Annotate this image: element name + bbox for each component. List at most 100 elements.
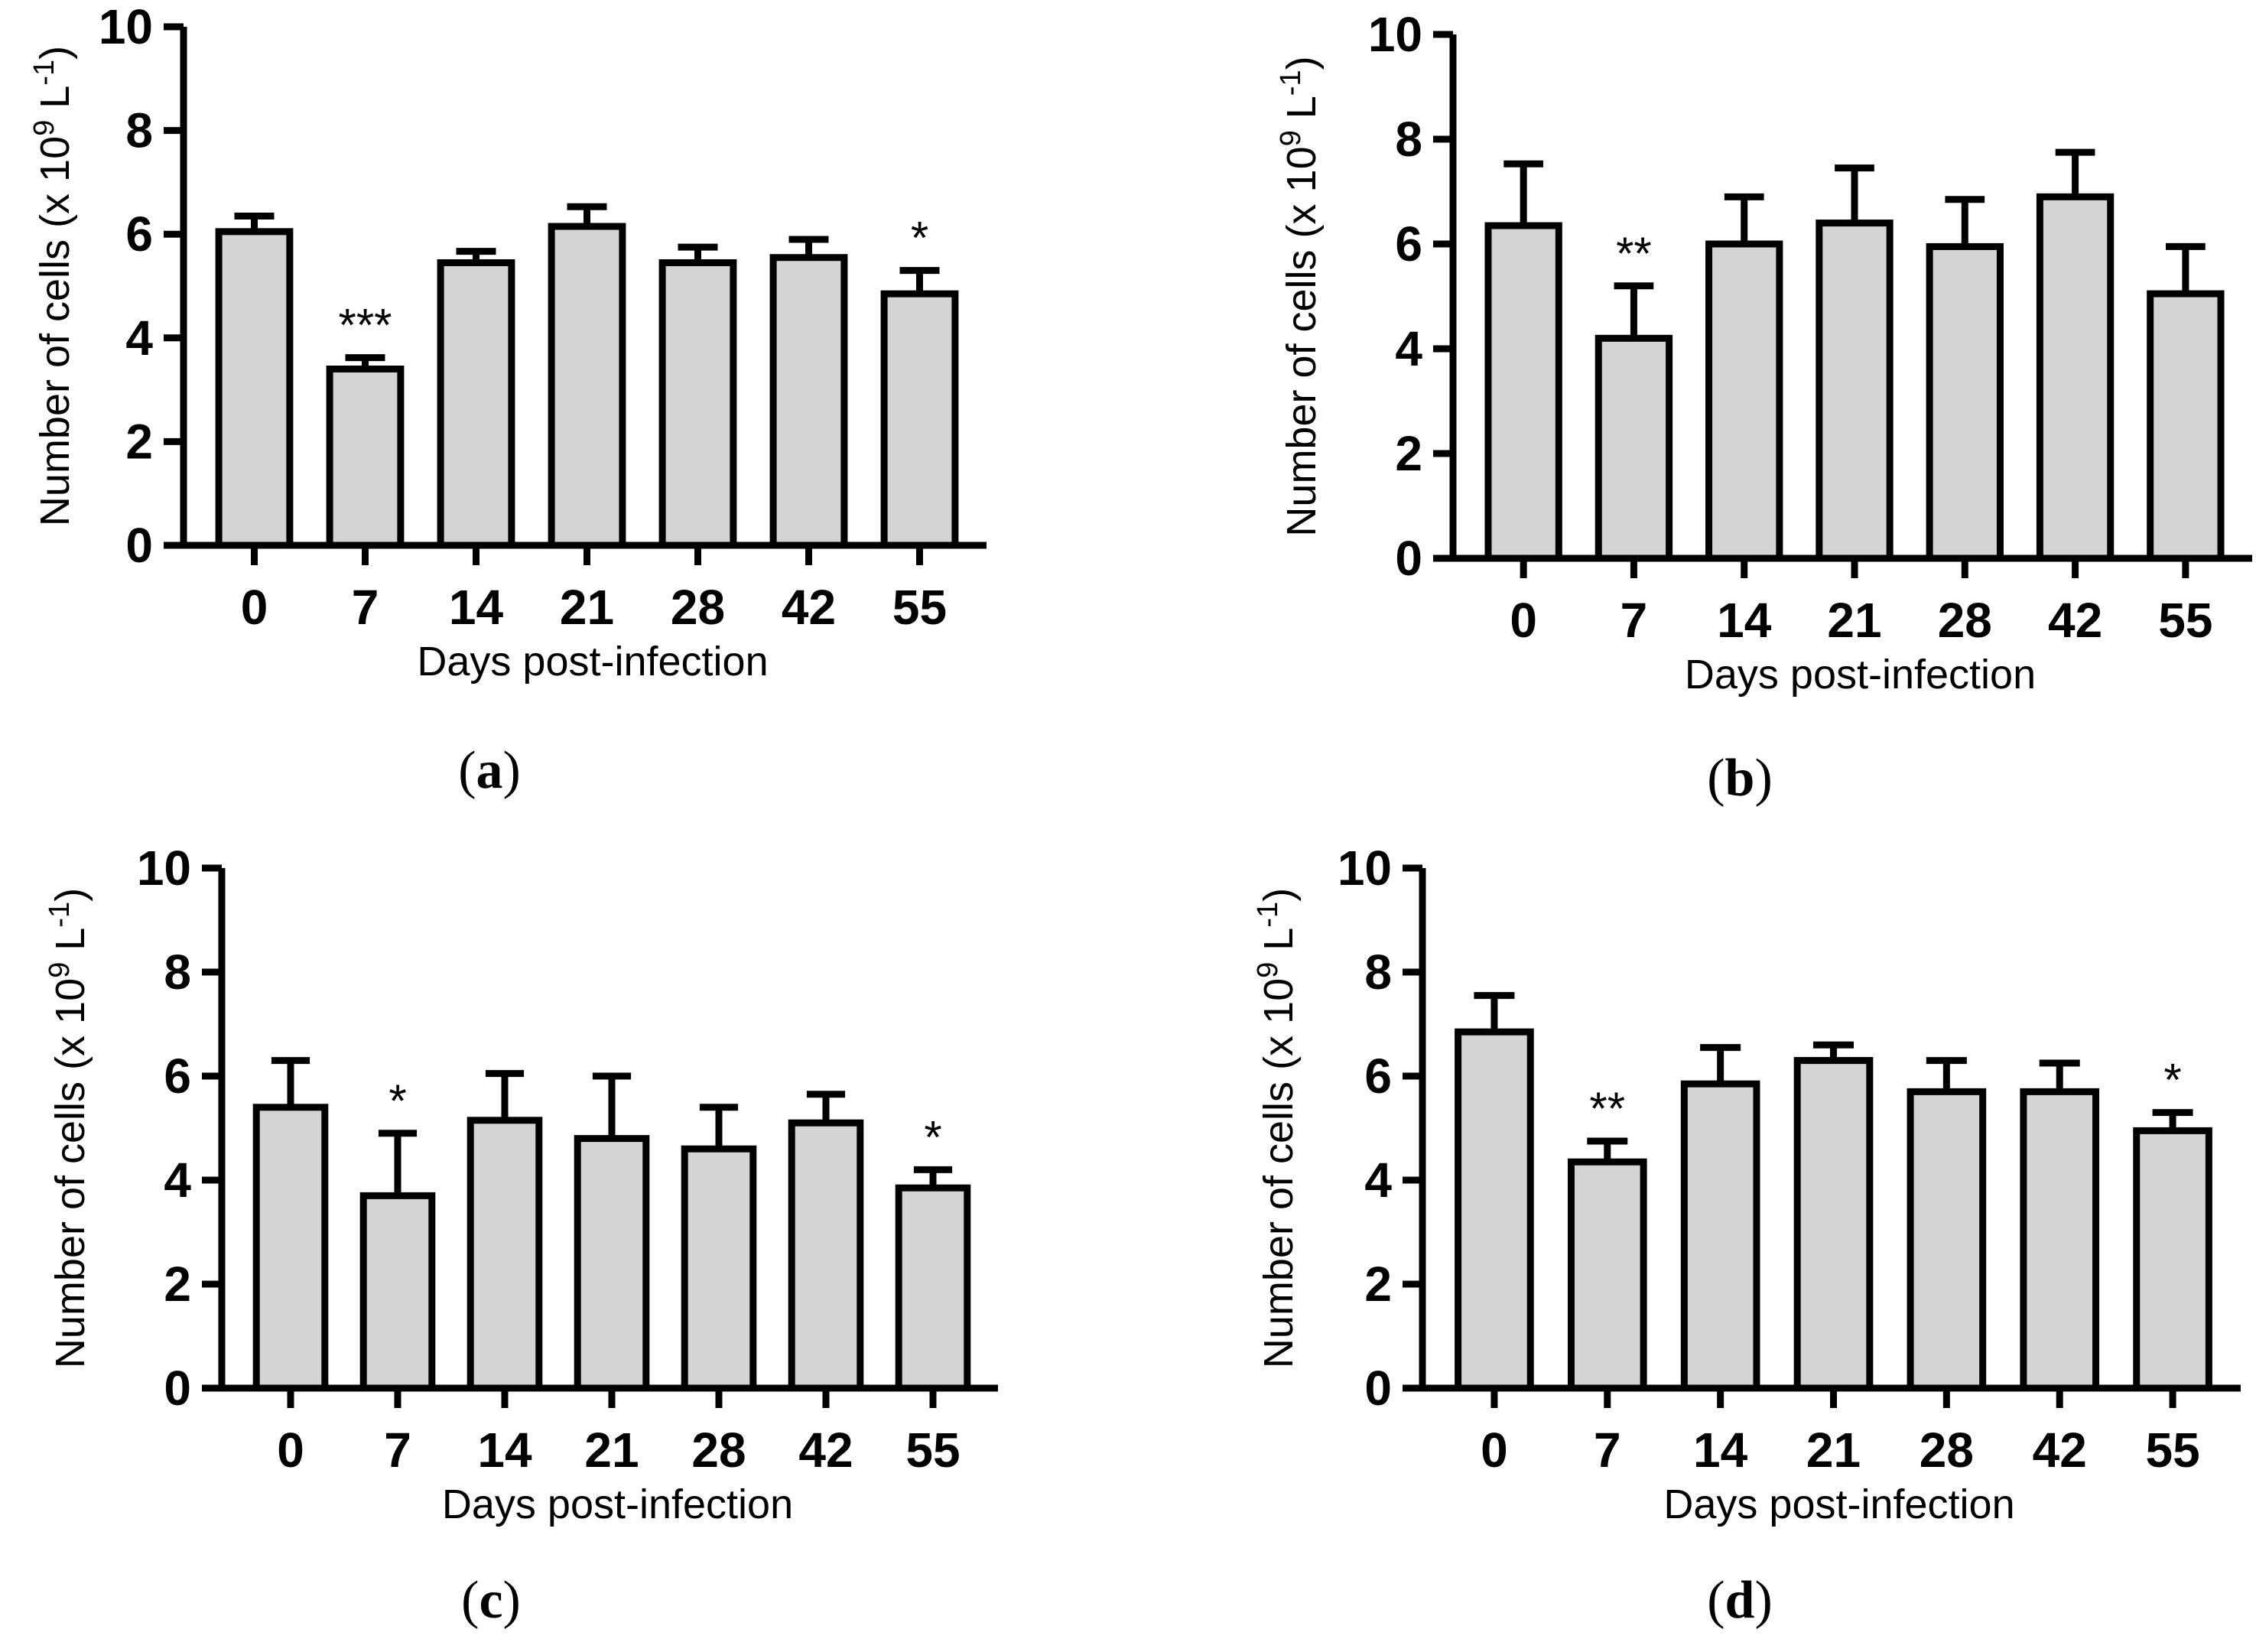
bar <box>2133 1127 2212 1392</box>
bar <box>2147 290 2225 562</box>
x-tick-label: 0 <box>1510 593 1537 648</box>
x-tick-label: 14 <box>449 580 504 635</box>
x-tick-label: 28 <box>1920 1423 1974 1478</box>
bar <box>548 223 626 549</box>
bar <box>1816 220 1894 562</box>
x-tick-label: 55 <box>2145 1423 2199 1478</box>
y-tick-label: 6 <box>125 206 153 262</box>
bar <box>880 290 959 549</box>
y-tick-label: 8 <box>125 103 153 158</box>
significance-marker: * <box>924 1111 941 1163</box>
x-tick-label: 7 <box>1594 1423 1621 1478</box>
bar <box>658 259 737 549</box>
bar <box>1907 1088 1987 1392</box>
panel-label: (d) <box>1707 1571 1773 1630</box>
y-tick-label: 6 <box>1364 1049 1392 1104</box>
bar <box>252 1104 329 1392</box>
bar <box>359 1192 436 1392</box>
bar <box>769 254 848 549</box>
x-tick-label: 7 <box>1620 593 1648 648</box>
y-tick-label: 4 <box>164 1153 191 1208</box>
y-tick-label: 0 <box>1395 531 1422 586</box>
significance-marker: *** <box>338 300 392 351</box>
chart-panel-b: ** 0 2 4 6 8 10 0 7 14 21 28 42 55 Days post-infection… <box>1275 7 2252 808</box>
bar <box>2036 193 2115 562</box>
x-tick-label: 21 <box>1827 593 1881 648</box>
y-tick-label: 8 <box>164 945 191 1000</box>
x-tick-label: 21 <box>560 580 614 635</box>
x-tick-label: 0 <box>241 580 268 635</box>
bar <box>466 1117 543 1392</box>
bar <box>326 365 405 549</box>
y-tick-label: 4 <box>125 311 153 366</box>
significance-marker: ** <box>1616 228 1652 279</box>
bar <box>437 259 515 549</box>
x-axis-title: Days post-infection <box>442 1481 793 1527</box>
y-tick-label: 4 <box>1364 1153 1392 1208</box>
y-axis-title: Number of cells (x 109 L-1) <box>1275 56 1325 536</box>
x-tick-label: 14 <box>1717 593 1772 648</box>
bar <box>1926 242 2004 562</box>
y-axis-title: Number of cells (x 109 L-1) <box>28 46 78 526</box>
x-tick-label: 28 <box>671 580 725 635</box>
x-tick-label: 42 <box>2048 593 2102 648</box>
y-tick-label: 2 <box>125 414 153 469</box>
x-tick-label: 55 <box>905 1423 960 1478</box>
x-tick-label: 28 <box>1938 593 1992 648</box>
bar <box>574 1135 650 1392</box>
x-tick-label: 14 <box>1693 1423 1748 1478</box>
y-tick-label: 0 <box>1364 1361 1392 1416</box>
panel-label: (a) <box>458 741 521 800</box>
y-axis-title: Number of cells (x 109 L-1) <box>1252 888 1302 1368</box>
x-axis-title: Days post-infection <box>417 639 768 685</box>
y-tick-label: 10 <box>137 841 191 896</box>
bar <box>788 1119 864 1392</box>
x-tick-label: 42 <box>782 580 836 635</box>
bar <box>1793 1057 1874 1392</box>
x-tick-label: 7 <box>384 1423 411 1478</box>
bar <box>1594 334 1673 562</box>
x-tick-label: 0 <box>1481 1423 1508 1478</box>
y-tick-label: 2 <box>1364 1257 1392 1312</box>
x-tick-label: 21 <box>1806 1423 1861 1478</box>
x-tick-label: 28 <box>691 1423 746 1478</box>
bar <box>2020 1088 2100 1392</box>
y-tick-label: 2 <box>164 1257 191 1312</box>
x-tick-label: 14 <box>477 1423 532 1478</box>
x-tick-label: 7 <box>352 580 379 635</box>
chart-panel-c: * * 0 2 4 6 8 10 0 7 14 21 28 42 55 Days post-infection… <box>44 841 998 1630</box>
bar <box>1705 240 1783 562</box>
significance-marker: ** <box>1589 1083 1625 1134</box>
y-tick-label: 2 <box>1395 426 1422 481</box>
y-tick-label: 10 <box>1338 841 1392 896</box>
x-axis-title: Days post-infection <box>1685 652 2036 698</box>
y-tick-label: 8 <box>1395 112 1422 167</box>
significance-marker: * <box>2163 1055 2181 1106</box>
y-tick-label: 8 <box>1364 945 1392 1000</box>
y-axis-title: Number of cells (x 109 L-1) <box>44 888 93 1368</box>
x-tick-label: 21 <box>584 1423 639 1478</box>
y-tick-label: 10 <box>1368 7 1422 62</box>
x-axis-title: Days post-infection <box>1663 1481 2014 1527</box>
x-tick-label: 55 <box>2158 593 2212 648</box>
x-tick-label: 0 <box>277 1423 304 1478</box>
y-tick-label: 0 <box>125 518 153 573</box>
bar <box>1484 222 1562 562</box>
bar <box>1680 1080 1760 1392</box>
y-tick-label: 6 <box>164 1049 191 1104</box>
x-tick-label: 55 <box>892 580 947 635</box>
significance-marker: * <box>911 213 928 264</box>
y-tick-label: 4 <box>1395 321 1422 376</box>
bar <box>1567 1158 1647 1392</box>
panel-label: (c) <box>461 1571 521 1630</box>
y-tick-label: 0 <box>164 1361 191 1416</box>
y-tick-label: 10 <box>99 0 153 54</box>
bar <box>1455 1028 1534 1392</box>
x-tick-label: 42 <box>2033 1423 2087 1478</box>
significance-marker: * <box>388 1075 406 1127</box>
bar <box>895 1184 971 1392</box>
panel-label: (b) <box>1707 749 1773 808</box>
